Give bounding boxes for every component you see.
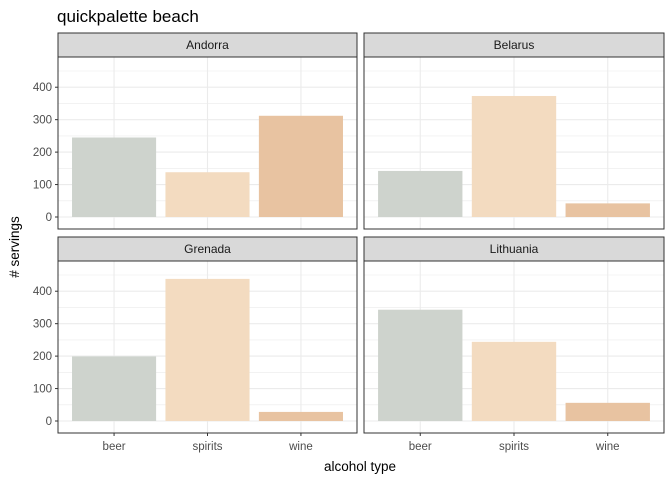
x-tick-label: wine [595, 441, 620, 453]
bar-belarus-spirits [471, 95, 557, 217]
y-tick-label: 400 [33, 286, 52, 298]
bar-andorra-wine [258, 115, 343, 217]
facet-label: Andorra [186, 38, 229, 52]
facet-panel-belarus: Belarus [363, 32, 665, 230]
panel-border [57, 56, 358, 230]
facet-strip [363, 236, 665, 262]
chart-title: quickpalette beach [57, 7, 199, 26]
x-tick-label: wine [288, 441, 313, 453]
x-tick-label: beer [103, 441, 126, 453]
facet-strip [363, 32, 665, 58]
y-tick-label: 400 [33, 82, 52, 94]
x-tick-label: spirits [192, 441, 222, 453]
bar-belarus-beer [378, 170, 463, 217]
bar-grenada-wine [258, 411, 343, 421]
bar-grenada-beer [72, 356, 157, 421]
facet-panel-grenada: Grenada 0 100 200 300 400 beer spirits wine [33, 236, 358, 453]
x-tick-label: beer [409, 441, 432, 453]
facet-strip [57, 236, 358, 262]
y-tick-label: 200 [33, 351, 52, 363]
x-axis-title: alcohol type [324, 459, 396, 474]
y-tick-label: 100 [33, 180, 52, 192]
y-tick-label: 0 [46, 212, 52, 224]
bar-lithuania-wine [565, 402, 650, 421]
y-tick-label: 100 [33, 384, 52, 396]
x-tick-label: spirits [499, 441, 529, 453]
bar-andorra-spirits [165, 172, 250, 217]
facet-panel-andorra: Andorra 0 100 200 300 400 [33, 32, 358, 230]
y-tick-label: 300 [33, 319, 52, 331]
facet-label: Lithuania [490, 242, 539, 256]
y-tick-label: 300 [33, 115, 52, 127]
facet-panel-lithuania: Lithuania beer spirits wine [363, 236, 665, 453]
bar-grenada-spirits [165, 278, 250, 421]
facet-grid: Andorra 0 100 200 300 400 Belarus Grenada 0 100 20… [33, 32, 665, 453]
y-tick-label: 200 [33, 147, 52, 159]
y-tick-label: 0 [46, 416, 52, 428]
panel-border [363, 56, 665, 230]
bar-lithuania-spirits [471, 341, 557, 421]
facet-label: Belarus [494, 38, 535, 52]
facet-label: Grenada [184, 242, 231, 256]
y-axis-title: # servings [7, 216, 22, 278]
bar-lithuania-beer [378, 309, 463, 421]
bar-andorra-beer [72, 137, 157, 217]
bar-belarus-wine [565, 203, 650, 217]
facet-strip [57, 32, 358, 58]
